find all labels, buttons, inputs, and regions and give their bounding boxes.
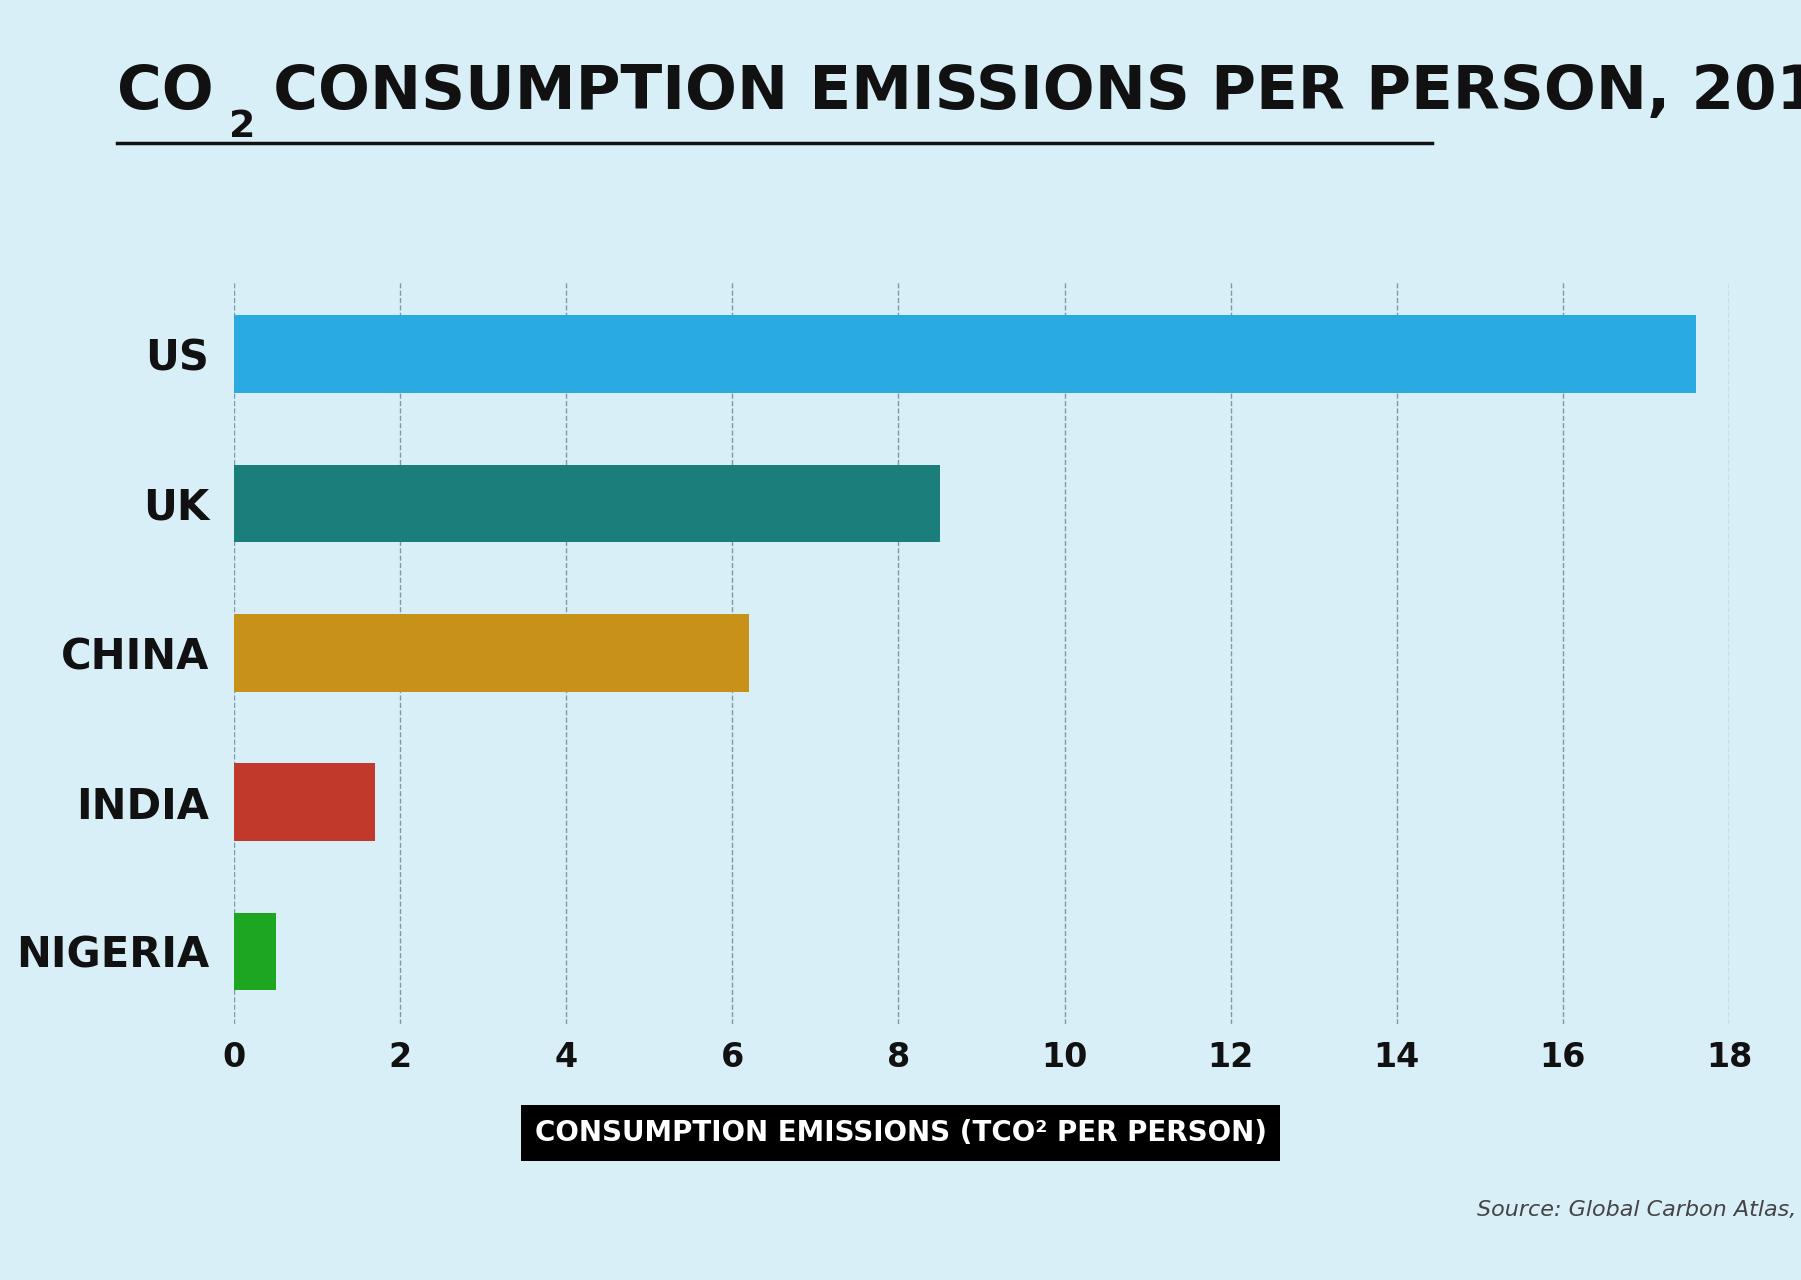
Bar <box>234 913 276 991</box>
Text: 2: 2 <box>229 109 256 145</box>
Text: CONSUMPTION EMISSIONS PER PERSON, 2017: CONSUMPTION EMISSIONS PER PERSON, 2017 <box>252 63 1801 122</box>
Bar <box>234 763 375 841</box>
Text: Source: Global Carbon Atlas, 2020: Source: Global Carbon Atlas, 2020 <box>1477 1199 1801 1220</box>
Bar <box>234 315 1697 393</box>
Bar <box>234 465 940 543</box>
Text: CO: CO <box>117 63 214 122</box>
Bar <box>234 614 749 691</box>
Text: CONSUMPTION EMISSIONS (TCO² PER PERSON): CONSUMPTION EMISSIONS (TCO² PER PERSON) <box>535 1119 1266 1147</box>
